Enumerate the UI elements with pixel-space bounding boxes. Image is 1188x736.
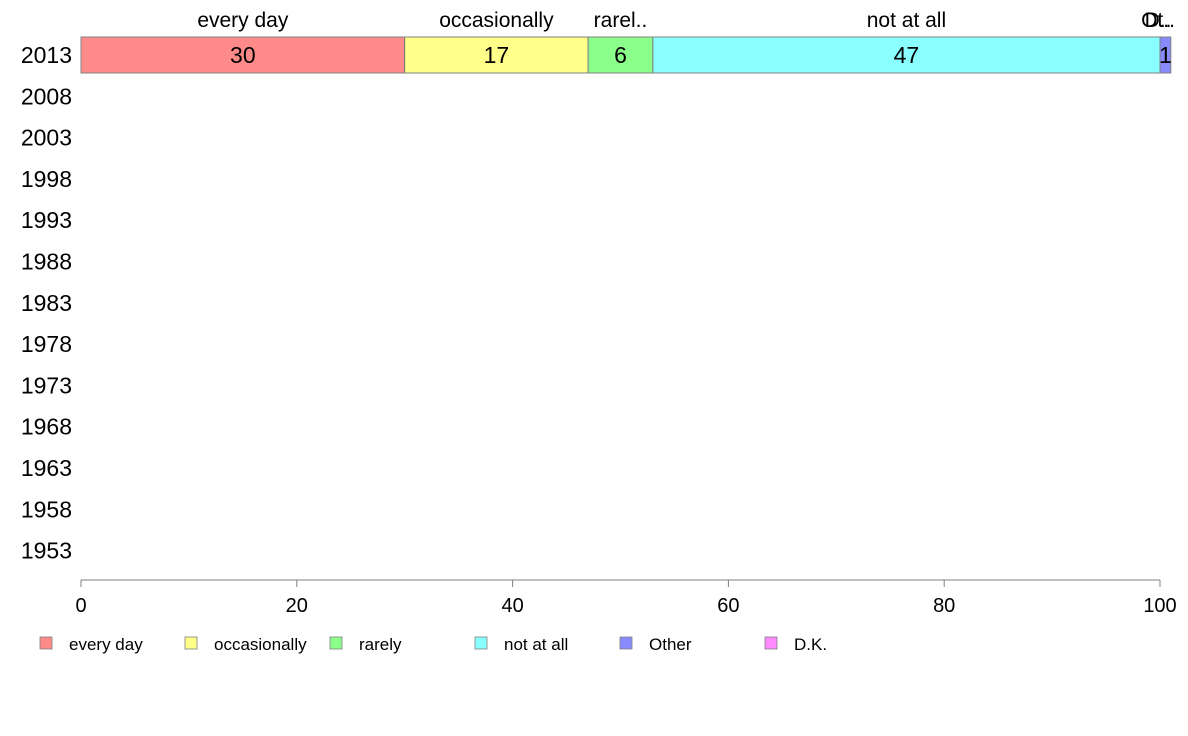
legend-swatch [184, 636, 198, 650]
year-label: 2013 [21, 42, 72, 68]
legend-label: occasionally [214, 635, 307, 654]
year-label: 1953 [21, 538, 72, 564]
top-category-labels: every day occasionally rarel.. not at all Ot… [197, 9, 1175, 32]
bar-value-label: 17 [484, 42, 510, 68]
legend-swatch [39, 636, 53, 650]
year-label: 1958 [21, 496, 72, 522]
year-label: 1983 [21, 290, 72, 316]
x-tick-label: 40 [501, 595, 523, 617]
year-axis-labels: 2013 2008 2003 1998 1993 1988 1983 1978 1973 1968… [21, 42, 72, 564]
top-category-label: Ot.. [1141, 9, 1175, 32]
top-category-label: occasionally [439, 9, 554, 32]
x-tick-label: 20 [286, 595, 308, 617]
legend-swatch [764, 636, 778, 650]
legend-label: every day [69, 635, 143, 654]
bar-segment [404, 36, 589, 74]
legend-swatch [619, 636, 633, 650]
year-label: 1988 [21, 249, 72, 275]
x-tick-label: 0 [75, 595, 86, 617]
legend: every day occasionally rarely not at all Oth… [39, 635, 827, 654]
legend-label: D.K. [794, 635, 827, 654]
legend-label: rarely [359, 635, 402, 654]
year-label: 1968 [21, 414, 72, 440]
legend-label: not at all [504, 635, 568, 654]
top-category-label: D.. [1145, 9, 1172, 32]
x-tick-label: 60 [717, 595, 739, 617]
year-label: 1978 [21, 331, 72, 357]
legend-label: Other [649, 635, 692, 654]
top-category-label: rarel.. [594, 9, 648, 32]
year-label: 1963 [21, 455, 72, 481]
year-label: 2003 [21, 125, 72, 151]
top-category-label: every day [197, 9, 289, 32]
bar-value-labels: 30 17 6 47 1 [230, 42, 1172, 68]
bar-segments [80, 36, 1172, 74]
top-category-label: not at all [867, 9, 946, 32]
legend-swatch [329, 636, 343, 650]
x-tick-label: 80 [933, 595, 955, 617]
bar-value-label: 30 [230, 42, 256, 68]
bar-value-label: 47 [894, 42, 920, 68]
x-axis: 0 20 40 60 80 100 [75, 579, 1177, 617]
legend-swatch [474, 636, 488, 650]
bar-value-label: 6 [614, 42, 627, 68]
year-label: 2008 [21, 83, 72, 109]
year-label: 1973 [21, 372, 72, 398]
x-tick-label: 100 [1143, 595, 1176, 617]
bar-value-label: 1 [1159, 42, 1172, 68]
bar-segment [1159, 36, 1172, 74]
year-label: 1993 [21, 207, 72, 233]
year-label: 1998 [21, 166, 72, 192]
